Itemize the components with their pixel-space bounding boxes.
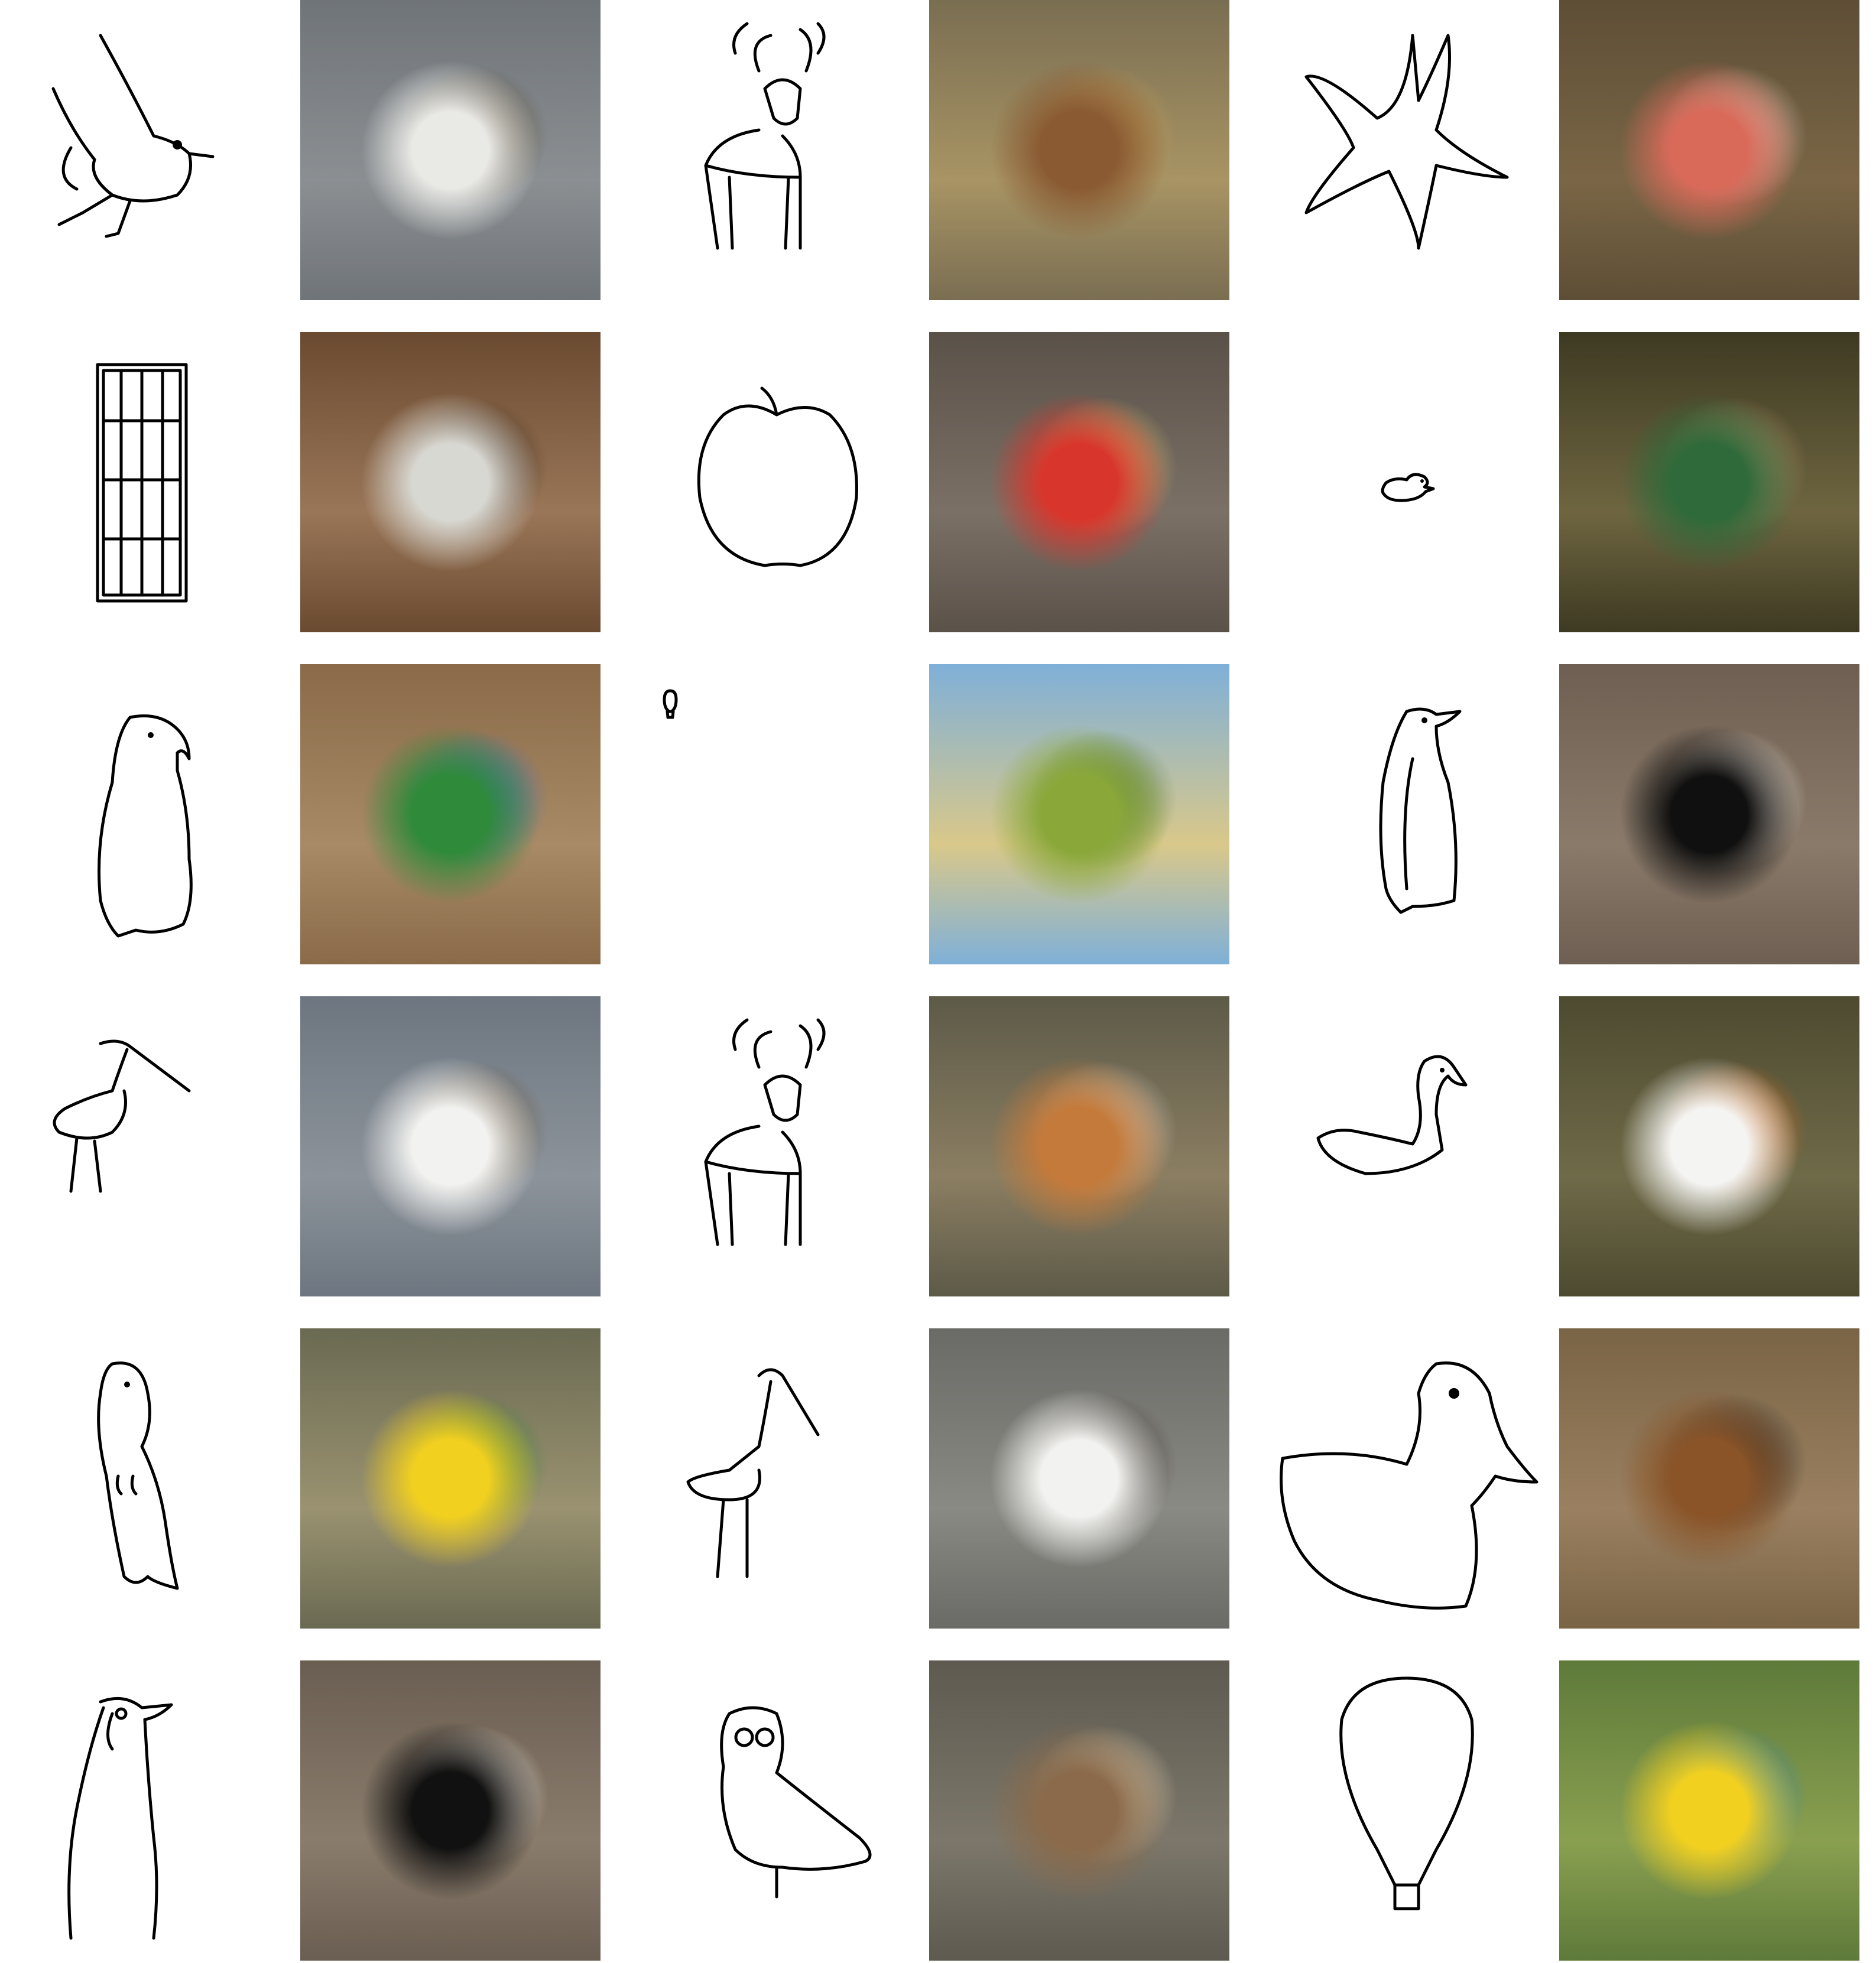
sketch-duck <box>1259 332 1559 632</box>
sketch-wading-bird <box>0 996 300 1296</box>
photo-apple <box>929 332 1229 632</box>
photo-duck <box>1559 1328 1859 1629</box>
sketch-deer <box>629 996 929 1296</box>
photo-wading-bird <box>929 1328 1229 1629</box>
photo-swan <box>1559 996 1859 1296</box>
sketch-hot-air-balloon <box>1259 1660 1559 1961</box>
sketch-swan <box>1259 996 1559 1296</box>
sketch-owl <box>629 1660 929 1961</box>
photo-window <box>300 332 601 632</box>
photo-wading-bird <box>300 996 601 1296</box>
sketch-starfish <box>1259 0 1559 300</box>
sketch-duck <box>1259 1328 1559 1629</box>
photo-parrot <box>300 664 601 964</box>
sketch-window <box>0 332 300 632</box>
photo-penguin <box>300 1660 601 1961</box>
photo-hot-air-balloon <box>1559 1660 1859 1961</box>
sketch-seabird <box>0 0 300 300</box>
photo-starfish <box>1559 0 1859 300</box>
photo-seabird <box>300 0 601 300</box>
photo-parrot <box>300 1328 601 1629</box>
photo-duck <box>1559 332 1859 632</box>
photo-deer <box>929 996 1229 1296</box>
sketch-hot-air-balloon <box>629 664 929 964</box>
photo-owl <box>929 1660 1229 1961</box>
photo-penguin <box>1559 664 1859 964</box>
sketch-parrot <box>0 664 300 964</box>
sketch-penguin <box>1259 664 1559 964</box>
sketch-parrot <box>0 1328 300 1629</box>
sketch-apple <box>629 332 929 632</box>
photo-hot-air-balloon <box>929 664 1229 964</box>
photo-deer <box>929 0 1229 300</box>
sketch-penguin <box>0 1660 300 1961</box>
sketch-wading-bird <box>629 1328 929 1629</box>
sketch-deer <box>629 0 929 300</box>
